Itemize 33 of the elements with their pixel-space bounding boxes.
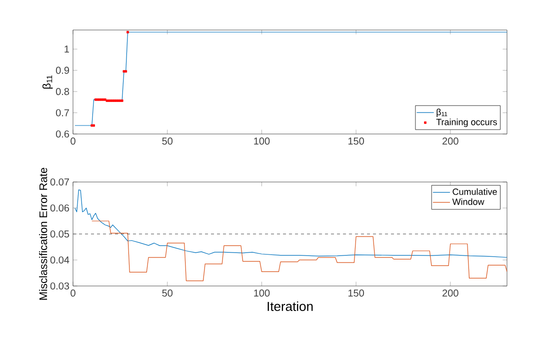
y-tick-label: 0.9 [56,66,70,74]
y-tick-label: 0.03 [50,282,70,290]
x-tick-label: 50 [162,290,173,297]
x-tick-label: 200 [442,138,458,145]
y-axis-title: β$_{11}$ [42,75,53,89]
point [122,70,126,73]
x-tick-label: 200 [442,290,458,297]
x-tick-label: 150 [348,290,364,297]
x-tick-label: 150 [348,138,364,145]
legend-label: Training occurs [436,118,497,127]
legend-label: β$_{11}$ [436,108,448,117]
x-tick-label: 0 [70,290,76,297]
point [100,98,103,101]
legend-label: Window [452,198,484,205]
y-tick-label: 0.04 [50,256,70,264]
x-tick-label: 100 [254,138,270,145]
point [124,70,128,73]
x-tick-label: 0 [70,138,76,145]
y-tick-label: 0.8 [56,88,70,96]
x-tick-label: 50 [162,138,173,145]
y-tick-label: 0.7 [56,109,69,116]
line-series [92,220,507,282]
legend-label: Cumulative [452,188,497,195]
x-tick-label: 100 [254,290,270,297]
line-series [74,32,507,126]
y-axis-title: Misclassification Error Rate [39,168,48,300]
y-tick-label: 1 [64,46,69,53]
y-tick-label: 0.6 [56,130,70,138]
y-tick-label: 0.06 [50,204,70,212]
y-tick-label: 0.05 [50,230,70,238]
x-axis-title: Iteration [268,301,313,312]
point [98,98,101,101]
y-tick-label: 0.07 [50,178,69,186]
